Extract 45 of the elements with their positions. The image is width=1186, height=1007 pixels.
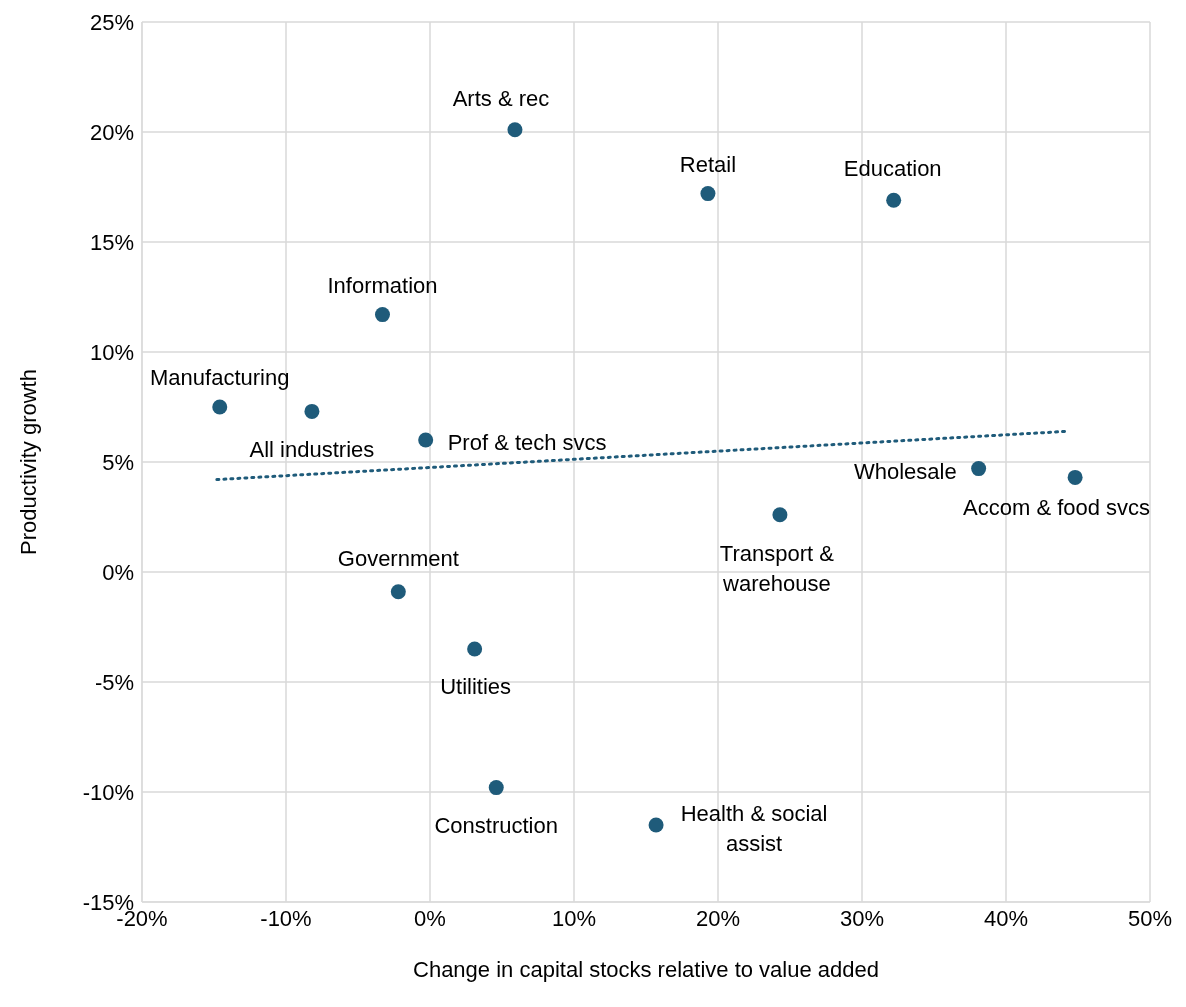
x-tick-label: 50% [1127, 905, 1173, 931]
annotation: All industries [249, 436, 375, 462]
point [886, 192, 902, 208]
point [971, 461, 987, 477]
annotation: Retail [679, 151, 737, 177]
point [700, 186, 716, 202]
annotation: Utilities [440, 673, 512, 699]
annotation: Education [843, 155, 942, 181]
y-tick-label: -10% [82, 779, 134, 805]
annotation: Construction [434, 812, 558, 838]
point [390, 584, 406, 600]
point [1067, 469, 1083, 485]
y-axis-title: Productivity growth [15, 369, 41, 555]
y-tick-label: 25% [89, 9, 134, 35]
x-tick-label: 0% [414, 905, 446, 931]
y-tick-label: 15% [89, 229, 134, 255]
point [488, 780, 504, 796]
point [507, 122, 523, 138]
annotation: Prof & tech svcs [447, 429, 607, 455]
x-tick-label: 20% [695, 905, 741, 931]
y-tick-label: 20% [89, 119, 134, 145]
y-tick-label: -5% [94, 669, 134, 695]
point [648, 817, 664, 833]
point [772, 507, 788, 523]
y-tick-label: 0% [102, 559, 134, 585]
annotation: Health & social assist [680, 800, 828, 856]
annotation: Wholesale [853, 458, 957, 484]
point [418, 432, 434, 448]
y-tick-label: 5% [102, 449, 134, 475]
point [304, 403, 320, 419]
annotation: Transport & warehouse [719, 540, 835, 596]
annotation: Information [327, 272, 438, 298]
y-tick-label: 10% [89, 339, 134, 365]
point [467, 641, 483, 657]
annotation: Government [337, 545, 459, 571]
x-axis-title: Change in capital stocks relative to value added [413, 957, 879, 982]
x-tick-label: 10% [551, 905, 597, 931]
x-tick-label: -10% [260, 905, 312, 931]
annotation: Arts & rec [452, 85, 550, 111]
x-tick-label: 30% [839, 905, 885, 931]
annotation: Manufacturing [150, 364, 290, 390]
annotation: Accom & food svcs [963, 494, 1151, 520]
point [212, 399, 228, 415]
x-tick-label: 40% [983, 905, 1029, 931]
point [374, 307, 390, 323]
